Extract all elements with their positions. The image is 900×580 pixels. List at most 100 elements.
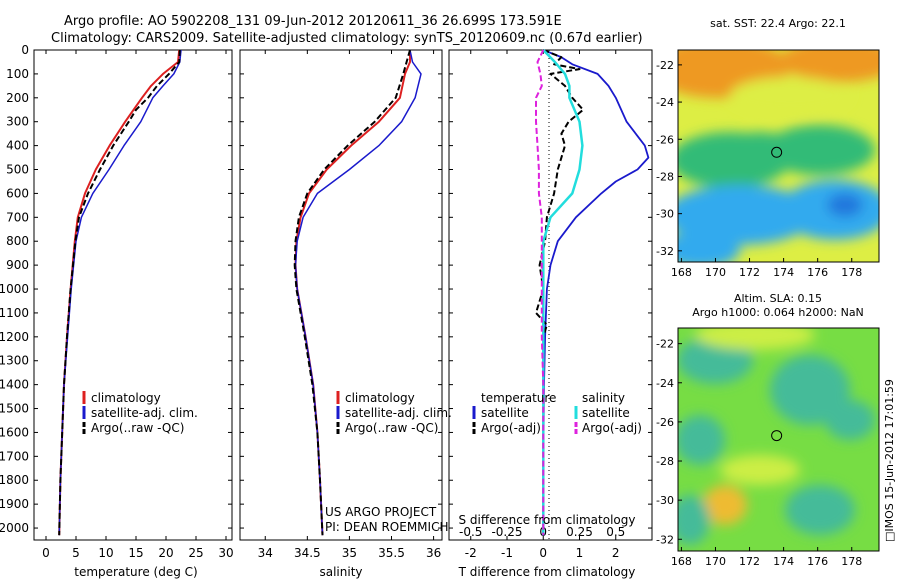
series-line-climatology [294,50,411,536]
sla-map-panel: Altim. SLA: 0.15 Argo h1000: 0.064 h2000… [656,292,880,568]
y-tick-label: 1700 [0,449,29,463]
difference-xlabel-2: S difference from climatology [459,513,636,527]
x-tick-label: 1 [576,546,584,560]
x-tick-label: 35 [342,546,357,560]
y-tick-label: 500 [6,163,29,177]
y-tick-label: 1500 [0,402,29,416]
legend-argo-label: Argo(..raw -QC) [91,421,184,435]
y-tick-label: 1200 [0,330,29,344]
map-y-tick-label: -30 [656,494,674,507]
map-y-tick-label: -32 [656,245,674,258]
difference-panel: -2 -1 0 1 2-0.5 -0.25 0 0.25 0.5 T difference fr… [448,49,653,579]
map-y-tick-label: -24 [656,377,674,390]
y-tick-label: 1800 [0,473,29,487]
sst-map-field [678,50,879,262]
map-y-tick-label: -24 [656,96,674,109]
map-y-tick-label: -26 [656,133,674,146]
legend-satellite-label: satellite-adj. clim. [91,406,198,420]
y-tick-label: 1300 [0,354,29,368]
series-line-argo-raw-qc- [58,49,181,536]
map-x-tick-label: 168 [671,555,692,568]
sst-map-ticks: 168 170 172 174 176 178 -22 -24 -26 -28 -30 -32 [656,59,862,279]
x2-tick-label: -0.5 [459,525,482,539]
x-tick-label: 20 [158,546,173,560]
x-tick-label: 36 [426,546,441,560]
x2-tick-label: -0.25 [491,525,522,539]
temperature-xlabel: temperature (deg C) [74,565,197,579]
map-x-tick-label: 174 [773,555,794,568]
difference-legend: temperature salinity satellite Argo(-adj… [472,391,642,435]
sla-map-field [678,328,879,551]
map-y-tick-label: -28 [656,170,674,183]
header-line-1: Argo profile: AO 5902208_131 09-Jun-2012… [64,14,562,29]
difference-xlabel: T difference from climatology [458,565,636,579]
x-tick-label: -2 [465,546,477,560]
series-line-argo-raw-qc- [293,49,411,536]
sst-map-panel: sat. SST: 22.4 Argo: 22.1 168 170 172 [656,17,880,279]
temperature-axes-frame [33,49,233,541]
map-y-tick-label: -22 [656,59,674,72]
legend-salinity-title: salinity [582,391,625,405]
map-x-tick-label: 174 [773,266,794,279]
map-x-tick-label: 176 [807,266,828,279]
salinity-legend: climatology satellite-adj. clim. Argo(..… [336,391,452,435]
x-tick-label: 0 [539,546,547,560]
x-tick-label: 25 [188,546,203,560]
map-x-tick-label: 178 [841,266,862,279]
salinity-axes-frame [239,49,443,541]
x-tick-label: 34.5 [294,546,321,560]
x-tick-label: -1 [501,546,513,560]
x-tick-label: 2 [612,546,620,560]
y-tick-label: 100 [6,67,29,81]
y-tick-label: 2000 [0,521,29,535]
x-tick-label: 30 [218,546,233,560]
argo-location-marker-sla [771,430,783,442]
salinity-panel: 34 34.5 35 35.5 36 salinity climatology sate… [239,49,452,579]
sst-map-frame [677,49,880,263]
sla-map-frame [677,327,880,552]
x-tick-label: 10 [98,546,113,560]
map-y-tick-label: -22 [656,338,674,351]
y-tick-label: 0 [21,43,29,57]
project-line-1: US ARGO PROJECT [325,505,437,519]
x-tick-label: 34 [258,546,273,560]
x-tick-label: 15 [128,546,143,560]
sal-legend-satellite-label: satellite-adj. clim. [345,406,452,420]
temperature-legend: climatology satellite-adj. clim. Argo(..… [82,391,198,435]
temperature-x-ticks: 0 5 10 15 20 25 30 [42,50,234,560]
temperature-series [58,49,182,536]
map-x-tick-label: 176 [807,555,828,568]
y-tick-label: 600 [6,186,29,200]
salinity-x-ticks: 34 34.5 35 35.5 36 [258,50,441,560]
sla-map-subtitle: Argo h1000: 0.064 h2000: NaN [692,306,864,319]
map-x-tick-label: 172 [739,266,760,279]
legend-s-argo-label: Argo(-adj) [582,421,642,435]
y-tick-label: 900 [6,258,29,272]
map-x-tick-label: 170 [705,555,726,568]
series-line-satellite-adj-clim- [294,49,422,536]
legend-temperature-title: temperature [481,391,556,405]
legend-climatology-label: climatology [91,391,161,405]
sst-map-title: sat. SST: 22.4 Argo: 22.1 [710,17,846,30]
y-tick-label: 1900 [0,497,29,511]
header-line-2: Climatology: CARS2009. Satellite-adjuste… [51,31,643,46]
sal-legend-climatology-label: climatology [345,391,415,405]
series-line-satellite-adj-clim- [58,49,182,536]
x2-tick-label: 0.25 [566,525,593,539]
x-tick-label: 35.5 [378,546,405,560]
y-tick-label: 400 [6,139,29,153]
salinity-xlabel: salinity [319,565,362,579]
y-tick-label: 1400 [0,378,29,392]
temperature-y-ticks: 0 100 200 300 400 500 600 700 800 900 1000 1100 1200… [0,43,652,535]
series-line-s-argo-adj- [535,49,545,536]
map-y-tick-label: -28 [656,455,674,468]
map-y-tick-label: -32 [656,533,674,546]
sla-map-title: Altim. SLA: 0.15 [734,292,822,305]
difference-series [535,49,650,536]
sla-map-ticks: 168 170 172 174 176 178 -22 -24 -26 -28 -30 -32 [656,338,862,568]
x-tick-label: 5 [72,546,80,560]
x2-tick-label: 0.5 [606,525,625,539]
temperature-panel: 0100200300400500600700800900100011001200… [0,43,652,579]
